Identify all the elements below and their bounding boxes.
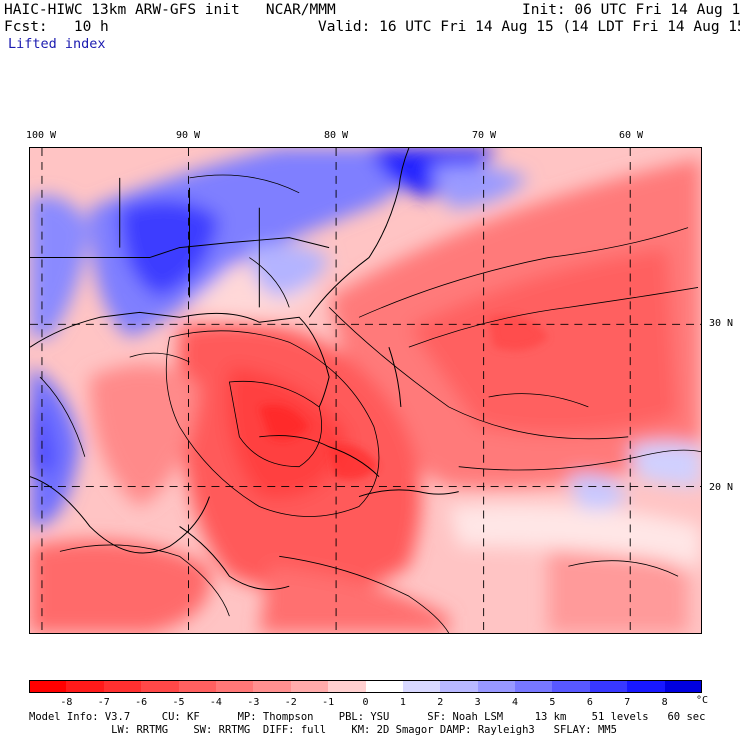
colorbar-segment	[440, 680, 479, 693]
lat-lon-grid	[30, 148, 701, 633]
colorbar-tick-label: 8	[661, 697, 668, 708]
lon-label-70w: 70 W	[471, 130, 497, 141]
valid-time: Valid: 16 UTC Fri 14 Aug 15 (14 LDT Fri …	[318, 19, 740, 35]
lat-label-20n: 20 N	[709, 482, 734, 493]
lat-label-30n: 30 N	[709, 318, 734, 329]
lon-label-90w: 90 W	[175, 130, 201, 141]
colorbar-tick-label: 7	[624, 697, 631, 708]
colorbar-tick-label: -5	[172, 697, 185, 708]
colorbar-frame	[29, 680, 702, 693]
colorbar-segment	[477, 680, 516, 693]
colorbar-segment	[402, 680, 441, 693]
colorbar-segment	[215, 680, 254, 693]
colorbar-segment	[178, 680, 217, 693]
colorbar	[29, 680, 703, 693]
colorbar-segment	[66, 680, 105, 693]
colorbar-segment	[552, 680, 591, 693]
colorbar-segment	[253, 680, 292, 693]
model-info-line-2: LW: RRTMG SW: RRTMG DIFF: full KM: 2D Sm…	[29, 724, 617, 736]
colorbar-segment	[589, 680, 628, 693]
colorbar-tick-label: 3	[474, 697, 481, 708]
colorbar-tick-label: 4	[512, 697, 519, 708]
colorbar-tick-label: -6	[135, 697, 148, 708]
init-time: Init: 06 UTC Fri 14 Aug 15	[522, 2, 740, 18]
colorbar-tick-label: -8	[60, 697, 73, 708]
lon-label-100w: 100 W	[25, 130, 57, 141]
colorbar-unit: °C	[696, 695, 709, 706]
colorbar-tick-label: -1	[322, 697, 335, 708]
colorbar-segment	[103, 680, 142, 693]
colorbar-segment	[29, 680, 67, 693]
colorbar-segment	[515, 680, 553, 693]
model-info-line-1: Model Info: V3.7 CU: KF MP: Thompson PBL…	[29, 711, 706, 723]
coastlines	[30, 148, 459, 591]
lon-label-80w: 80 W	[323, 130, 349, 141]
colorbar-tick-label: -7	[97, 697, 110, 708]
colorbar-segment	[664, 680, 703, 693]
contour-lines	[39, 174, 701, 633]
colorbar-tick-label: 2	[437, 697, 444, 708]
forecast-hour: Fcst: 10 h	[4, 19, 109, 35]
colorbar-tick-label: -2	[284, 697, 297, 708]
colorbar-tick-label: 0	[362, 697, 369, 708]
run-title: HAIC-HIWC 13km ARW-GFS init NCAR/MMM	[4, 2, 336, 18]
lifted-index-map	[29, 147, 702, 634]
colorbar-segment	[627, 680, 666, 693]
colorbar-segment	[290, 680, 329, 693]
colorbar-tick-label: 1	[399, 697, 406, 708]
colorbar-segment	[141, 680, 180, 693]
colorbar-tick-label: -4	[209, 697, 222, 708]
colorbar-segment	[328, 680, 366, 693]
lon-label-60w: 60 W	[618, 130, 644, 141]
colorbar-segment	[365, 680, 404, 693]
colorbar-tick-label: -3	[247, 697, 260, 708]
colorbar-tick-label: 6	[586, 697, 593, 708]
colorbar-tick-label: 5	[549, 697, 556, 708]
field-name: Lifted index	[8, 36, 106, 52]
